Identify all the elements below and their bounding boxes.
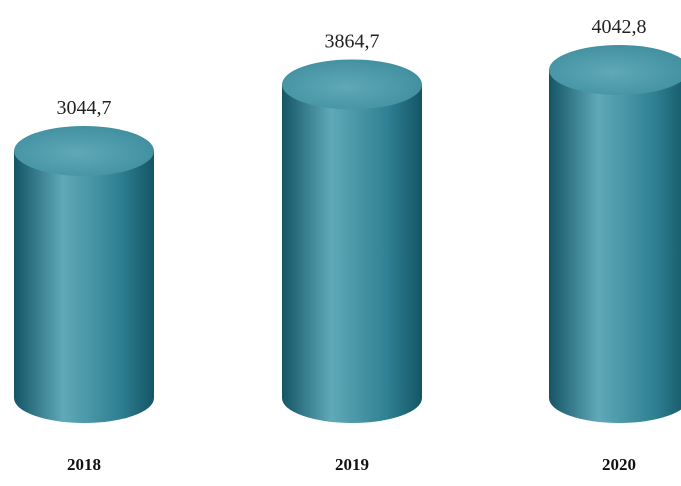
tick-label-2018: 2018 [67, 455, 101, 474]
bar-2019 [282, 59, 422, 424]
tick-label-2019: 2019 [335, 455, 369, 474]
bars-group [14, 45, 681, 424]
bar-top [282, 59, 422, 110]
bar-body [14, 150, 154, 424]
bar-body [282, 84, 422, 424]
data-label-2019: 3864,7 [325, 30, 380, 52]
bar-2018 [14, 125, 154, 424]
data-label-2020: 4042,8 [592, 16, 647, 38]
bar-top [549, 45, 681, 95]
data-label-2018: 3044,7 [57, 97, 112, 119]
bar-top [14, 125, 154, 176]
bar-body [549, 70, 681, 423]
data-labels-group: 3044,7 3864,7 4042,8 [57, 16, 647, 119]
bar-2020 [549, 45, 681, 423]
x-axis-ticks-group: 2018 2019 2020 [67, 455, 636, 474]
tick-label-2020: 2020 [602, 455, 636, 474]
